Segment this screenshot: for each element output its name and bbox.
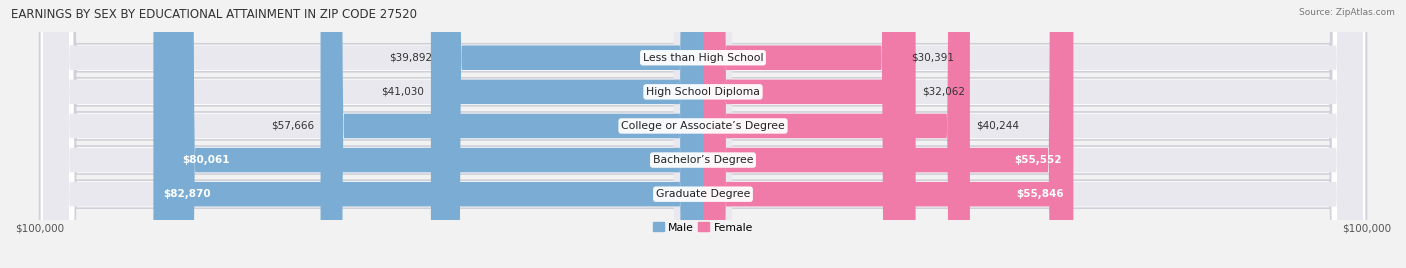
FancyBboxPatch shape [172,0,703,268]
FancyBboxPatch shape [39,0,1367,268]
Text: High School Diploma: High School Diploma [647,87,759,97]
FancyBboxPatch shape [44,0,700,268]
Text: Bachelor’s Degree: Bachelor’s Degree [652,155,754,165]
Text: $39,892: $39,892 [388,53,432,63]
Text: $55,846: $55,846 [1015,189,1063,199]
FancyBboxPatch shape [706,0,1362,268]
FancyBboxPatch shape [703,0,904,268]
Text: Graduate Degree: Graduate Degree [655,189,751,199]
FancyBboxPatch shape [44,0,700,268]
FancyBboxPatch shape [153,0,703,268]
FancyBboxPatch shape [44,0,700,268]
Text: $57,666: $57,666 [271,121,314,131]
FancyBboxPatch shape [44,0,700,268]
FancyBboxPatch shape [39,0,1367,268]
Text: $55,552: $55,552 [1014,155,1062,165]
Text: EARNINGS BY SEX BY EDUCATIONAL ATTAINMENT IN ZIP CODE 27520: EARNINGS BY SEX BY EDUCATIONAL ATTAINMEN… [11,8,418,21]
Text: $82,870: $82,870 [163,189,211,199]
Text: $30,391: $30,391 [911,53,955,63]
FancyBboxPatch shape [321,0,703,268]
FancyBboxPatch shape [706,0,1362,268]
Text: $40,244: $40,244 [977,121,1019,131]
FancyBboxPatch shape [439,0,703,268]
Text: Less than High School: Less than High School [643,53,763,63]
FancyBboxPatch shape [703,0,1073,268]
FancyBboxPatch shape [703,0,970,268]
Text: Source: ZipAtlas.com: Source: ZipAtlas.com [1299,8,1395,17]
Text: $41,030: $41,030 [381,87,425,97]
Legend: Male, Female: Male, Female [648,218,758,237]
FancyBboxPatch shape [706,0,1362,268]
FancyBboxPatch shape [39,0,1367,268]
FancyBboxPatch shape [44,0,700,268]
Text: $80,061: $80,061 [181,155,229,165]
FancyBboxPatch shape [706,0,1362,268]
FancyBboxPatch shape [706,0,1362,268]
FancyBboxPatch shape [703,0,1071,268]
FancyBboxPatch shape [39,0,1367,268]
Text: College or Associate’s Degree: College or Associate’s Degree [621,121,785,131]
FancyBboxPatch shape [430,0,703,268]
Text: $32,062: $32,062 [922,87,966,97]
FancyBboxPatch shape [703,0,915,268]
FancyBboxPatch shape [39,0,1367,268]
